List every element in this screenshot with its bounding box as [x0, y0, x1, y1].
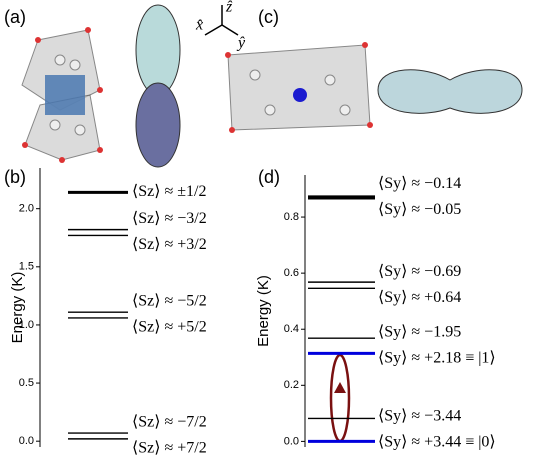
axes-triad — [205, 5, 238, 35]
y-tick-label: 0.0 — [284, 435, 299, 447]
y-tick-label: 0.2 — [284, 379, 299, 391]
panel-label: (a) — [4, 7, 26, 27]
panel-label: (c) — [258, 7, 279, 27]
level-label: ⟨Sy⟩ ≈ −0.14 — [378, 175, 461, 192]
figure: (a) (b) (c) (d) x̂ ẑ ŷ Energy (K) 0.0 0.5 1.0 1.5 2.… — [0, 0, 539, 472]
crystal-structure-c — [225, 42, 373, 133]
level-label: ⟨Sz⟩ ≈ −3/2 — [132, 210, 207, 227]
page: (a) (b) (c) (d) x̂ ẑ ŷ Energy (K) 0.0 0.5 1.0 1.5 2.… — [0, 0, 539, 472]
level-label: ⟨Sy⟩ ≈ −1.95 — [378, 323, 461, 340]
transition-loop — [331, 355, 349, 441]
level-label: ⟨Sy⟩ ≈ +2.18 ≡ |1⟩ — [378, 349, 496, 366]
y-tick-label: 1.5 — [19, 261, 34, 273]
level-label: ⟨Sy⟩ ≈ +0.64 — [378, 289, 461, 306]
y-tick-label: 0.5 — [19, 377, 34, 389]
axis-direction-label: ŷ — [236, 35, 246, 52]
level-label: ⟨Sz⟩ ≈ +3/2 — [132, 236, 207, 253]
y-tick-label: 0.8 — [284, 211, 299, 223]
level-label: ⟨Sz⟩ ≈ −7/2 — [132, 414, 207, 431]
level-label: ⟨Sy⟩ ≈ −0.05 — [378, 201, 461, 218]
level-label: ⟨Sz⟩ ≈ +5/2 — [132, 319, 207, 336]
level-label: ⟨Sy⟩ ≈ −0.69 — [378, 263, 461, 280]
crystal-structure-a — [22, 27, 103, 163]
y-tick-label: 0.0 — [19, 435, 34, 447]
y-tick-label: 0.6 — [284, 267, 299, 279]
level-label: ⟨Sz⟩ ≈ +7/2 — [132, 440, 207, 457]
axis-direction-label: ẑ — [225, 0, 233, 16]
y-axis-label: Energy (K) — [255, 275, 272, 347]
anisotropy-surface-a — [136, 5, 180, 167]
y-axis-label: Energy (K) — [9, 272, 26, 344]
y-tick-label: 0.4 — [284, 323, 299, 335]
anisotropy-surface-c — [378, 70, 522, 114]
level-label: ⟨Sy⟩ ≈ +3.44 ≡ |0⟩ — [378, 434, 496, 451]
level-label: ⟨Sy⟩ ≈ −3.44 — [378, 408, 461, 425]
axis-direction-label: x̂ — [195, 17, 203, 34]
panel-label: (b) — [4, 167, 26, 187]
panel-label: (d) — [258, 167, 280, 187]
y-tick-label: 1.0 — [19, 319, 34, 331]
level-label: ⟨Sz⟩ ≈ −5/2 — [132, 293, 207, 310]
level-label: ⟨Sz⟩ ≈ ±1/2 — [132, 183, 207, 200]
y-tick-label: 2.0 — [19, 203, 34, 215]
